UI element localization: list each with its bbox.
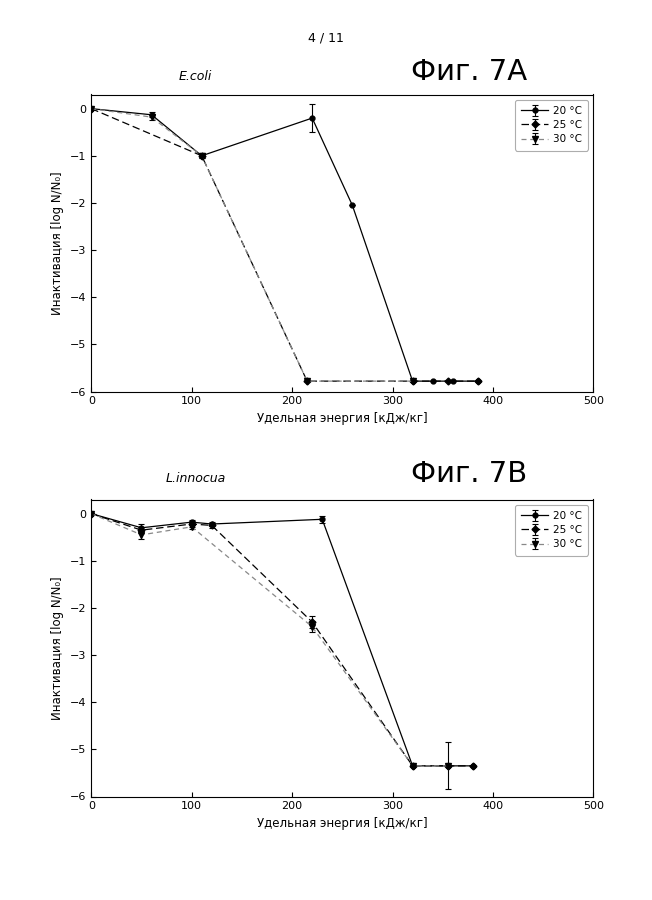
Legend: 20 °C, 25 °C, 30 °C: 20 °C, 25 °C, 30 °C (515, 100, 588, 150)
Text: 4 / 11: 4 / 11 (308, 32, 344, 44)
Y-axis label: Инактивация [log N/N₀]: Инактивация [log N/N₀] (52, 576, 65, 720)
Legend: 20 °C, 25 °C, 30 °C: 20 °C, 25 °C, 30 °C (515, 505, 588, 555)
X-axis label: Удельная энергия [кДж/кг]: Удельная энергия [кДж/кг] (257, 412, 428, 425)
Text: E.coli: E.coli (179, 70, 213, 83)
Text: L.innocua: L.innocua (166, 472, 226, 485)
Text: Фиг. 7В: Фиг. 7В (411, 460, 527, 489)
Text: Фиг. 7A: Фиг. 7A (411, 58, 527, 86)
Y-axis label: Инактивация [log N/N₀]: Инактивация [log N/N₀] (52, 171, 65, 315)
X-axis label: Удельная энергия [кДж/кг]: Удельная энергия [кДж/кг] (257, 817, 428, 830)
